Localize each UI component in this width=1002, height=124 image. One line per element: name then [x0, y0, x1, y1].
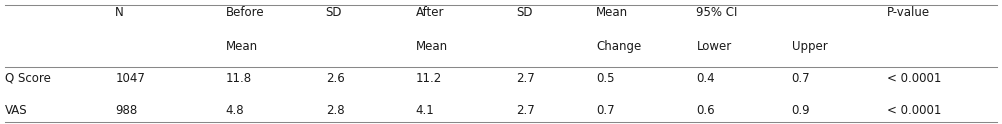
Text: 11.2: 11.2	[416, 72, 442, 85]
Text: 11.8: 11.8	[225, 72, 252, 85]
Text: 4.1: 4.1	[416, 104, 435, 117]
Text: SD: SD	[326, 6, 342, 19]
Text: Before: Before	[225, 6, 265, 19]
Text: 2.8: 2.8	[326, 104, 345, 117]
Text: 2.7: 2.7	[516, 72, 535, 85]
Text: 1047: 1047	[115, 72, 145, 85]
Text: 2.6: 2.6	[326, 72, 345, 85]
Text: 0.9: 0.9	[792, 104, 811, 117]
Text: 988: 988	[115, 104, 137, 117]
Text: < 0.0001: < 0.0001	[887, 72, 941, 85]
Text: P-value: P-value	[887, 6, 930, 19]
Text: Q Score: Q Score	[5, 72, 51, 85]
Text: 0.7: 0.7	[792, 72, 811, 85]
Text: 0.7: 0.7	[596, 104, 615, 117]
Text: < 0.0001: < 0.0001	[887, 104, 941, 117]
Text: VAS: VAS	[5, 104, 28, 117]
Text: 0.6: 0.6	[696, 104, 715, 117]
Text: After: After	[416, 6, 444, 19]
Text: 0.4: 0.4	[696, 72, 715, 85]
Text: SD: SD	[516, 6, 532, 19]
Text: 4.8: 4.8	[225, 104, 244, 117]
Text: Change: Change	[596, 40, 641, 53]
Text: N: N	[115, 6, 124, 19]
Text: Mean: Mean	[596, 6, 628, 19]
Text: Upper: Upper	[792, 40, 828, 53]
Text: 2.7: 2.7	[516, 104, 535, 117]
Text: Mean: Mean	[416, 40, 448, 53]
Text: 0.5: 0.5	[596, 72, 614, 85]
Text: 95% CI: 95% CI	[696, 6, 737, 19]
Text: Mean: Mean	[225, 40, 258, 53]
Text: Lower: Lower	[696, 40, 731, 53]
